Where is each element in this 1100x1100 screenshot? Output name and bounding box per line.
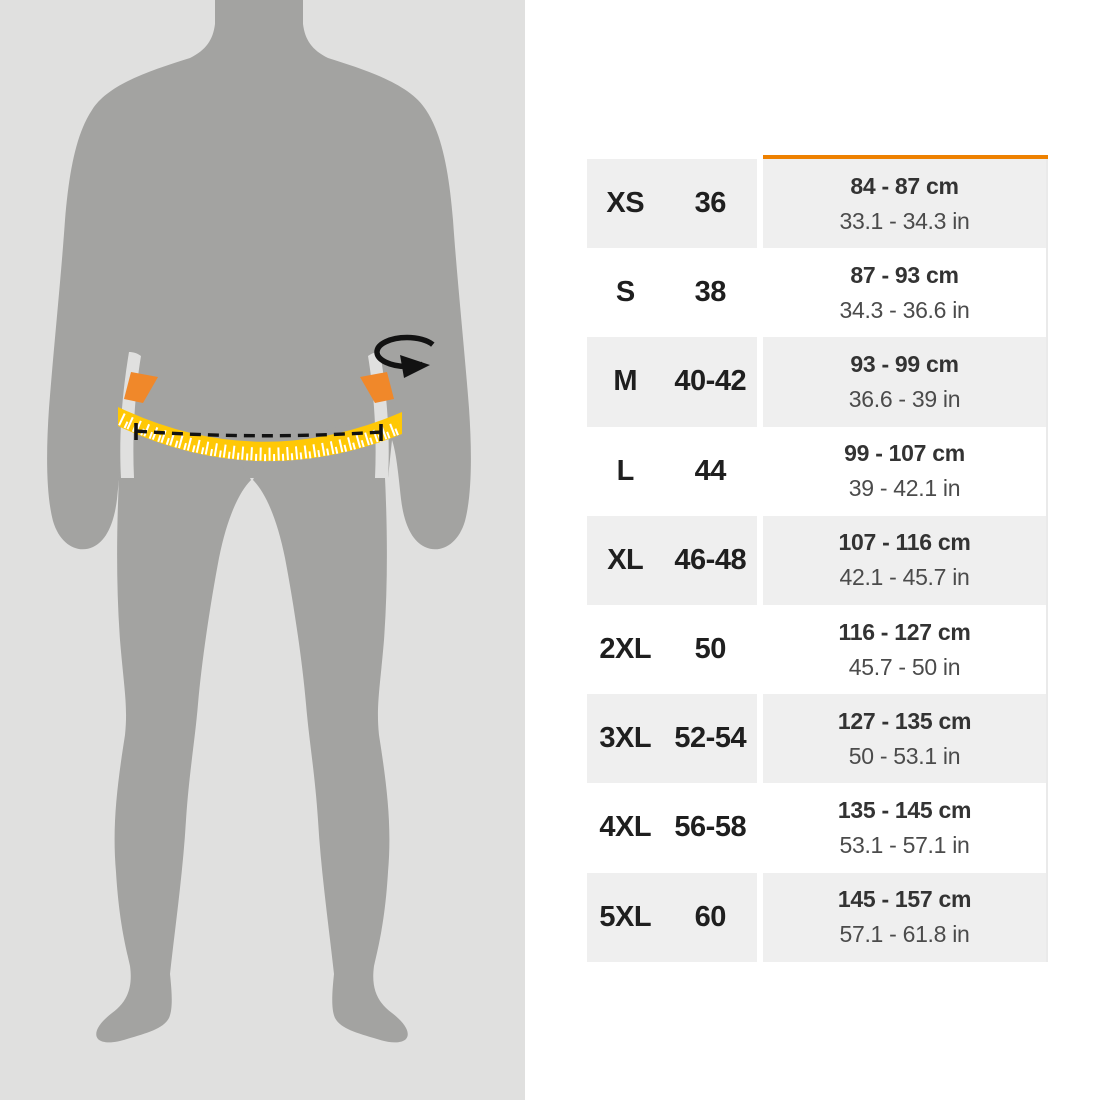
range-cm: 84 - 87 cm xyxy=(850,172,959,199)
range-in: 42.1 - 45.7 in xyxy=(839,564,970,591)
size-label: 5XL xyxy=(599,900,652,933)
tape-back-right xyxy=(360,372,394,403)
size-number: 60 xyxy=(694,900,727,933)
body-measurement-illustration xyxy=(47,0,471,1043)
size-label: S xyxy=(615,276,635,309)
size-chart-rows: XS 36 84 - 87 cm 33.1 - 34.3 in S 38 87 … xyxy=(587,159,1050,962)
table-row: L 44 99 - 107 cm 39 - 42.1 in xyxy=(587,426,1050,516)
size-cell: 2XL 50 xyxy=(587,604,757,695)
size-number: 38 xyxy=(694,276,727,309)
range-in: 36.6 - 39 in xyxy=(848,385,961,412)
size-number: 44 xyxy=(694,454,727,487)
size-cell: XL 46-48 xyxy=(587,515,757,605)
column-gap xyxy=(757,604,763,695)
measurement-cell: 99 - 107 cm 39 - 42.1 in xyxy=(763,426,1048,516)
range-in: 57.1 - 61.8 in xyxy=(839,921,970,948)
size-label: M xyxy=(613,365,638,398)
range-cm: 99 - 107 cm xyxy=(844,440,965,467)
column-gap xyxy=(757,248,763,338)
table-row: XS 36 84 - 87 cm 33.1 - 34.3 in xyxy=(587,159,1050,249)
size-cell: XS 36 xyxy=(587,159,757,249)
range-cm: 93 - 99 cm xyxy=(850,350,959,377)
range-cm: 87 - 93 cm xyxy=(850,261,959,288)
column-gap xyxy=(757,515,763,605)
size-number: 40-42 xyxy=(674,365,747,398)
measurement-cell: 93 - 99 cm 36.6 - 39 in xyxy=(763,337,1048,427)
measurement-cell: 127 - 135 cm 50 - 53.1 in xyxy=(763,694,1048,784)
measurement-cell: 145 - 157 cm 57.1 - 61.8 in xyxy=(763,872,1048,962)
table-row: 2XL 50 116 - 127 cm 45.7 - 50 in xyxy=(587,604,1050,695)
table-row: XL 46-48 107 - 116 cm 42.1 - 45.7 in xyxy=(587,515,1050,605)
measurement-cell: 107 - 116 cm 42.1 - 45.7 in xyxy=(763,515,1048,605)
range-cm: 127 - 135 cm xyxy=(837,707,972,734)
range-cm: 116 - 127 cm xyxy=(838,618,971,645)
body-silhouette xyxy=(47,0,471,550)
size-label: L xyxy=(616,454,635,487)
size-label: 2XL xyxy=(599,633,652,666)
size-label: 4XL xyxy=(599,811,652,844)
right-leg-silhouette xyxy=(253,422,408,1043)
size-cell: 5XL 60 xyxy=(587,872,757,962)
range-in: 50 - 53.1 in xyxy=(848,742,961,769)
measurement-cell: 84 - 87 cm 33.1 - 34.3 in xyxy=(763,159,1048,249)
range-cm: 135 - 145 cm xyxy=(837,796,972,823)
range-cm: 107 - 116 cm xyxy=(838,529,971,556)
size-number: 46-48 xyxy=(674,543,747,576)
table-row: 3XL 52-54 127 - 135 cm 50 - 53.1 in xyxy=(587,694,1050,784)
table-row: 5XL 60 145 - 157 cm 57.1 - 61.8 in xyxy=(587,872,1050,962)
range-in: 53.1 - 57.1 in xyxy=(839,831,970,858)
tape-back-left xyxy=(124,372,158,403)
measurement-cell: 87 - 93 cm 34.3 - 36.6 in xyxy=(763,248,1048,338)
size-label: XL xyxy=(607,543,644,576)
size-label: XS xyxy=(606,187,645,220)
accent-bar xyxy=(763,155,1048,159)
size-number: 50 xyxy=(694,633,727,666)
tape-tick-marks-short xyxy=(119,419,402,462)
table-row: S 38 87 - 93 cm 34.3 - 36.6 in xyxy=(587,248,1050,338)
size-label: 3XL xyxy=(599,722,652,755)
range-in: 34.3 - 36.6 in xyxy=(839,296,970,323)
range-in: 33.1 - 34.3 in xyxy=(839,207,970,234)
range-in: 45.7 - 50 in xyxy=(848,653,961,680)
size-number: 56-58 xyxy=(674,811,747,844)
left-leg-silhouette xyxy=(96,422,251,1043)
size-cell: S 38 xyxy=(587,248,757,338)
column-gap xyxy=(757,783,763,873)
column-gap xyxy=(757,426,763,516)
size-cell: 3XL 52-54 xyxy=(587,694,757,784)
table-row: M 40-42 93 - 99 cm 36.6 - 39 in xyxy=(587,337,1050,427)
column-gap xyxy=(757,872,763,962)
size-number: 52-54 xyxy=(674,722,747,755)
range-in: 39 - 42.1 in xyxy=(848,475,961,502)
measurement-illustration-panel xyxy=(0,0,525,1100)
rotation-arrow-icon xyxy=(374,334,440,378)
table-row: 4XL 56-58 135 - 145 cm 53.1 - 57.1 in xyxy=(587,783,1050,873)
column-gap xyxy=(757,337,763,427)
measurement-cell: 116 - 127 cm 45.7 - 50 in xyxy=(763,604,1048,695)
size-number: 36 xyxy=(694,187,727,220)
measurement-cell: 135 - 145 cm 53.1 - 57.1 in xyxy=(763,783,1048,873)
size-cell: L 44 xyxy=(587,426,757,516)
size-cell: M 40-42 xyxy=(587,337,757,427)
size-cell: 4XL 56-58 xyxy=(587,783,757,873)
column-gap xyxy=(757,159,763,249)
column-gap xyxy=(757,694,763,784)
range-cm: 145 - 157 cm xyxy=(837,886,972,913)
